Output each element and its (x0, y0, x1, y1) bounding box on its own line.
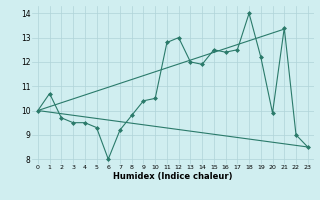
X-axis label: Humidex (Indice chaleur): Humidex (Indice chaleur) (113, 172, 233, 181)
